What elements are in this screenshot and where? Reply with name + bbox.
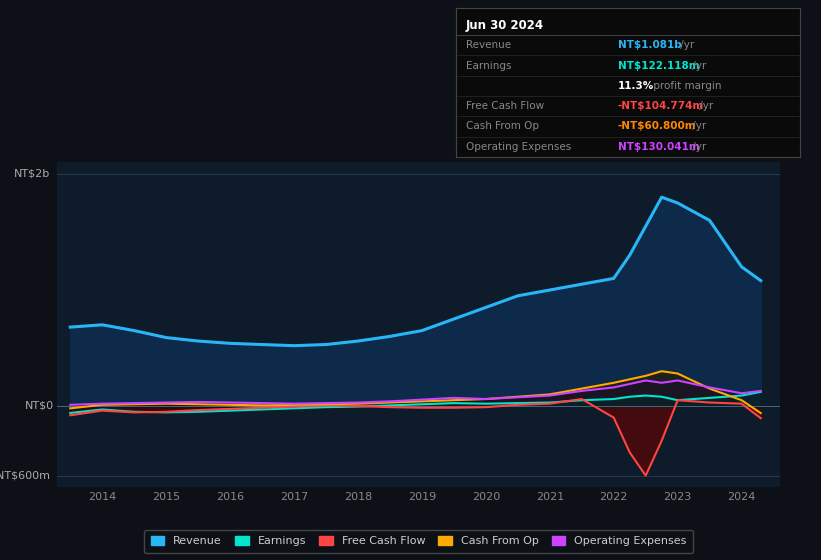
Text: NT$130.041m: NT$130.041m	[617, 142, 699, 152]
Text: profit margin: profit margin	[650, 81, 722, 91]
Text: Earnings: Earnings	[466, 60, 511, 71]
Text: Operating Expenses: Operating Expenses	[466, 142, 571, 152]
Text: -NT$60.800m: -NT$60.800m	[617, 122, 696, 132]
Legend: Revenue, Earnings, Free Cash Flow, Cash From Op, Operating Expenses: Revenue, Earnings, Free Cash Flow, Cash …	[144, 530, 693, 553]
Text: -NT$104.774m: -NT$104.774m	[617, 101, 704, 111]
Text: Cash From Op: Cash From Op	[466, 122, 539, 132]
Text: NT$1.081b: NT$1.081b	[617, 40, 681, 50]
Text: Revenue: Revenue	[466, 40, 511, 50]
Text: -NT$600m: -NT$600m	[0, 470, 50, 480]
Text: Jun 30 2024: Jun 30 2024	[466, 19, 544, 32]
Text: /yr: /yr	[690, 122, 707, 132]
Text: Free Cash Flow: Free Cash Flow	[466, 101, 544, 111]
Text: 11.3%: 11.3%	[617, 81, 654, 91]
Text: /yr: /yr	[690, 60, 707, 71]
Text: NT$0: NT$0	[25, 401, 54, 411]
Text: /yr: /yr	[677, 40, 695, 50]
Text: NT$122.118m: NT$122.118m	[617, 60, 699, 71]
Text: /yr: /yr	[695, 101, 713, 111]
Text: NT$2b: NT$2b	[14, 169, 50, 179]
Text: /yr: /yr	[690, 142, 707, 152]
